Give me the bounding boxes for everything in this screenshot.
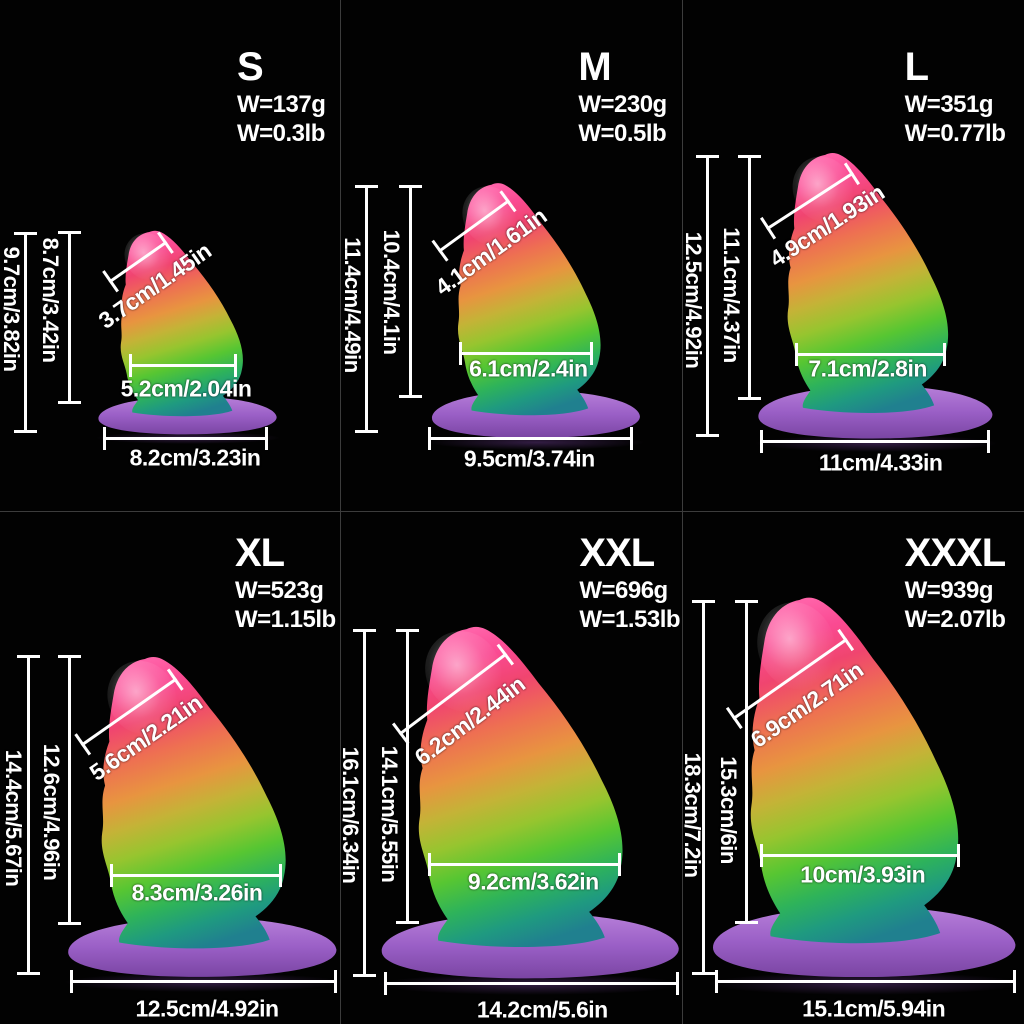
size-info-m: M W=230g W=0.5lb (578, 45, 667, 149)
body-width-line (459, 342, 594, 365)
product-image (377, 620, 682, 995)
body-height-line (58, 655, 81, 925)
size-panel-xxl: XXL W=696g W=1.53lb 16.1cm/6.34in 14.1cm… (341, 512, 683, 1024)
base-width-line (103, 427, 268, 450)
body-height-line (737, 155, 761, 400)
weight-grams: W=523g (235, 577, 324, 604)
body-width-label: 7.1cm/2.8in (808, 355, 927, 382)
size-panel-m: M W=230g W=0.5lb 11.4cm/4.49in 10.4cm/4.… (341, 0, 683, 512)
weight-grams: W=939g (904, 577, 994, 604)
base-width-line (759, 430, 990, 453)
weight-pounds: W=2.07lb (904, 605, 1006, 633)
body-height-label: 8.7cm/3.42in (38, 237, 63, 363)
size-panel-l: L W=351g W=0.77lb 12.5cm/4.92in 11.1cm/4… (682, 0, 1024, 512)
base-width-label: 14.2cm/5.6in (476, 996, 608, 1023)
body-width-label: 9.2cm/3.62in (467, 868, 599, 895)
body-width-line (794, 343, 946, 366)
body-width-label: 10cm/3.93in (800, 861, 926, 888)
base-width-line (70, 970, 337, 993)
size-title: XXL (579, 531, 655, 575)
body-height-line (58, 231, 81, 404)
body-height-label: 14.1cm/5.55in (377, 745, 403, 883)
base-width-label: 8.2cm/3.23in (129, 444, 261, 471)
body-width-label: 8.3cm/3.26in (131, 879, 263, 906)
total-height-line (17, 655, 40, 975)
total-height-line (691, 600, 715, 975)
body-height-label: 15.3cm/6in (715, 756, 741, 864)
body-width-line (759, 844, 960, 867)
size-info-xxl: XXL W=696g W=1.53lb (579, 532, 680, 635)
total-height-label: 14.4cm/5.67in (1, 749, 26, 887)
size-info-xl: XL W=523g W=1.15lb (235, 532, 336, 635)
total-height-label: 18.3cm/7.2in (682, 752, 705, 878)
body-height-label: 10.4cm/4.1in (379, 229, 405, 355)
body-height-line (734, 600, 758, 924)
body-width-label: 6.1cm/2.4in (469, 355, 588, 382)
size-panel-s: S W=137g W=0.3lb 9.7cm/3.82in 8.7cm/3.42… (0, 0, 342, 512)
body-width-line (110, 864, 282, 887)
weight-grams: W=230g (578, 91, 667, 118)
base-width-label: 11cm/4.33in (818, 449, 943, 476)
body-width-label: 5.2cm/2.04in (120, 375, 252, 402)
size-title: M (578, 45, 611, 89)
size-title: L (904, 45, 929, 89)
base-width-label: 15.1cm/5.94in (802, 995, 946, 1022)
weight-pounds: W=0.3lb (237, 119, 325, 147)
size-title: XXXL (904, 531, 1006, 575)
base-width-line (714, 970, 1016, 993)
size-title: XL (235, 531, 285, 575)
body-height-line (396, 629, 420, 924)
weight-pounds: W=0.77lb (904, 119, 1006, 147)
weight-grams: W=351g (904, 91, 994, 118)
weight-pounds: W=1.53lb (579, 605, 681, 633)
size-panel-xl: XL W=523g W=1.15lb 14.4cm/5.67in 12.6cm/… (0, 512, 342, 1024)
body-width-line (428, 853, 622, 876)
total-height-label: 16.1cm/6.34in (341, 746, 364, 884)
size-title: S (237, 45, 264, 89)
weight-grams: W=696g (579, 577, 668, 604)
total-height-label: 12.5cm/4.92in (682, 231, 706, 369)
body-height-label: 12.6cm/4.96in (39, 743, 64, 881)
total-height-line (695, 155, 719, 437)
weight-pounds: W=0.5lb (578, 119, 667, 147)
size-info-xxxl: XXXL W=939g W=2.07lb (905, 532, 1006, 635)
total-height-label: 11.4cm/4.49in (341, 237, 366, 373)
base-width-line (428, 427, 634, 450)
body-width-line (129, 354, 237, 377)
size-panel-xxxl: XXXL W=939g W=2.07lb 18.3cm/7.2in 15.3cm… (683, 512, 1024, 1024)
size-info-s: S W=137g W=0.3lb (237, 45, 326, 149)
body-height-label: 11.1cm/4.37in (718, 227, 744, 363)
total-height-label: 9.7cm/3.82in (0, 246, 24, 372)
weight-grams: W=137g (237, 91, 326, 118)
total-height-line (14, 232, 37, 433)
total-height-line (355, 185, 379, 433)
base-width-label: 9.5cm/3.74in (463, 445, 595, 472)
body-height-line (399, 185, 423, 398)
weight-pounds: W=1.15lb (235, 605, 336, 633)
base-width-label: 12.5cm/4.92in (135, 995, 279, 1022)
size-info-l: L W=351g W=0.77lb (905, 46, 1006, 149)
base-width-line (384, 972, 680, 995)
total-height-line (353, 629, 377, 977)
